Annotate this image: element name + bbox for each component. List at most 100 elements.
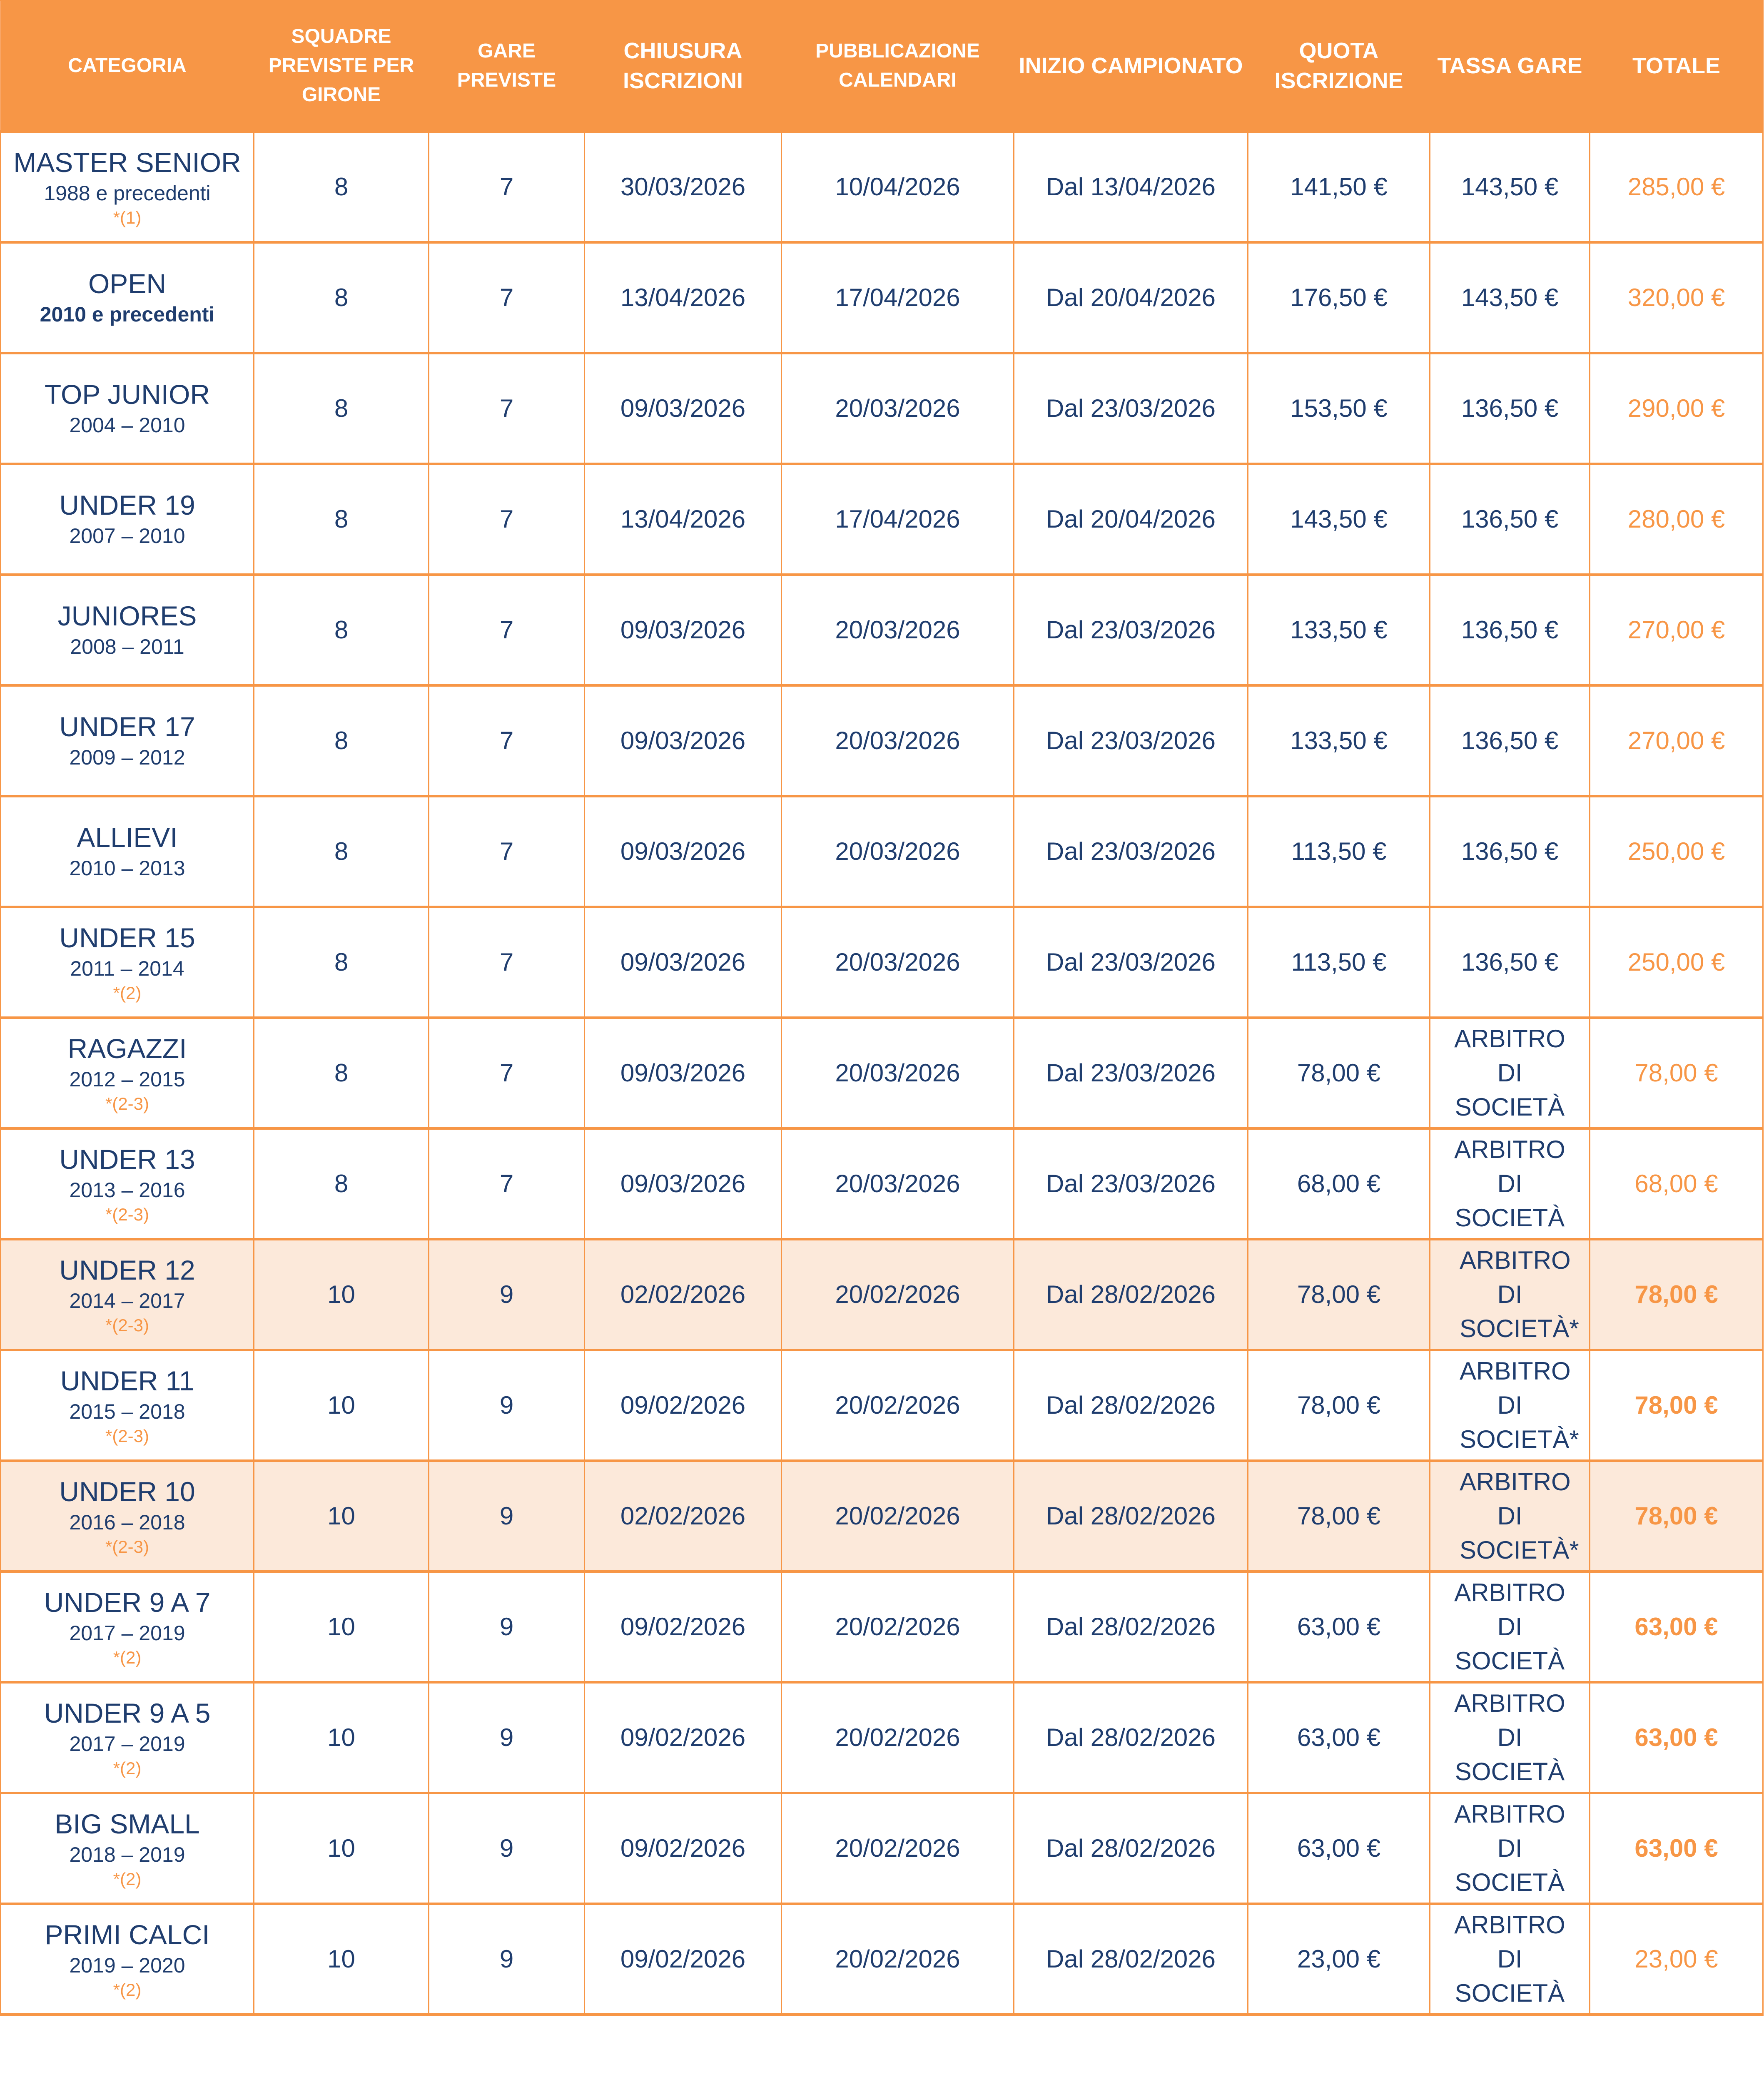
cell-chiusura: 02/02/2026	[584, 1238, 782, 1351]
cell-inizio: Dal 28/02/2026	[1013, 1348, 1248, 1462]
category-name: PRIMI CALCI	[45, 1919, 210, 1950]
cell-chiusura: 02/02/2026	[584, 1459, 782, 1573]
cell-pubblicazione: 20/02/2026	[781, 1902, 1014, 2016]
table-row: UNDER 9 A 7 2017 – 2019 *(2) 10 9 09/02/20…	[0, 1570, 1764, 1684]
cell-categoria: OPEN 2010 e precedenti	[0, 241, 254, 354]
cell-chiusura: 09/03/2026	[584, 351, 782, 465]
cell-tassa: ARBITRO DI SOCIETÀ	[1429, 1570, 1590, 1684]
cell-categoria: UNDER 9 A 7 2017 – 2019 *(2)	[0, 1570, 254, 1684]
cell-chiusura: 30/03/2026	[584, 130, 782, 244]
cell-pubblicazione: 17/04/2026	[781, 241, 1014, 354]
cell-chiusura: 09/03/2026	[584, 1127, 782, 1240]
cell-chiusura: 09/03/2026	[584, 684, 782, 797]
cell-squadre: 8	[253, 1016, 429, 1130]
category-name: TOP JUNIOR	[44, 379, 210, 410]
cell-squadre: 8	[253, 462, 429, 576]
header-categoria: CATEGORIA	[0, 0, 254, 132]
cell-squadre: 10	[253, 1570, 429, 1684]
cell-gare: 7	[428, 241, 585, 354]
cell-tassa: 136,50 €	[1429, 462, 1590, 576]
header-squadre: SQUADRE PREVISTE PER GIRONE	[253, 0, 429, 132]
cell-quota: 133,50 €	[1247, 684, 1430, 797]
cell-pubblicazione: 20/03/2026	[781, 1016, 1014, 1130]
cell-pubblicazione: 20/03/2026	[781, 794, 1014, 908]
cell-tassa: 136,50 €	[1429, 905, 1590, 1019]
cell-categoria: ALLIEVI 2010 – 2013	[0, 794, 254, 908]
cell-chiusura: 09/03/2026	[584, 905, 782, 1019]
cell-totale: 78,00 €	[1589, 1348, 1764, 1462]
cell-totale: 290,00 €	[1589, 351, 1764, 465]
category-years: 2017 – 2019	[69, 1621, 185, 1645]
cell-tassa: 143,50 €	[1429, 241, 1590, 354]
cell-chiusura: 09/02/2026	[584, 1348, 782, 1462]
cell-gare: 7	[428, 794, 585, 908]
category-name: UNDER 9 A 7	[44, 1586, 211, 1618]
cell-pubblicazione: 20/02/2026	[781, 1238, 1014, 1351]
cell-gare: 7	[428, 1127, 585, 1240]
category-years: 1988 e precedenti	[44, 181, 211, 205]
cell-gare: 7	[428, 462, 585, 576]
table-row: TOP JUNIOR 2004 – 2010 8 7 09/03/2026 20/…	[0, 351, 1764, 465]
cell-quota: 78,00 €	[1247, 1238, 1430, 1351]
category-years: 2008 – 2011	[70, 635, 184, 658]
cell-squadre: 10	[253, 1348, 429, 1462]
category-name: UNDER 15	[59, 922, 195, 953]
cell-categoria: RAGAZZI 2012 – 2015 *(2-3)	[0, 1016, 254, 1130]
category-name: UNDER 13	[59, 1143, 195, 1175]
cell-quota: 153,50 €	[1247, 351, 1430, 465]
cell-categoria: PRIMI CALCI 2019 – 2020 *(2)	[0, 1902, 254, 2016]
cell-totale: 320,00 €	[1589, 241, 1764, 354]
cell-squadre: 10	[253, 1791, 429, 1905]
cell-totale: 78,00 €	[1589, 1459, 1764, 1573]
cell-pubblicazione: 20/02/2026	[781, 1459, 1014, 1573]
table-row: MASTER SENIOR 1988 e precedenti *(1) 8 7 3…	[0, 130, 1764, 244]
table-row: PRIMI CALCI 2019 – 2020 *(2) 10 9 09/02/20…	[0, 1902, 1764, 2016]
category-note: *(2)	[113, 1758, 142, 1778]
cell-squadre: 8	[253, 1127, 429, 1240]
cell-inizio: Dal 23/03/2026	[1013, 794, 1248, 908]
category-name: JUNIORES	[57, 600, 197, 631]
category-name: UNDER 12	[59, 1254, 195, 1285]
table-row: JUNIORES 2008 – 2011 8 7 09/03/2026 20/03…	[0, 573, 1764, 687]
cell-squadre: 8	[253, 794, 429, 908]
cell-categoria: UNDER 11 2015 – 2018 *(2-3)	[0, 1348, 254, 1462]
cell-categoria: UNDER 10 2016 – 2018 *(2-3)	[0, 1459, 254, 1573]
cell-inizio: Dal 23/03/2026	[1013, 573, 1248, 687]
cell-pubblicazione: 20/03/2026	[781, 573, 1014, 687]
cell-quota: 63,00 €	[1247, 1791, 1430, 1905]
cell-quota: 63,00 €	[1247, 1570, 1430, 1684]
cell-tassa: 136,50 €	[1429, 794, 1590, 908]
cell-inizio: Dal 23/03/2026	[1013, 351, 1248, 465]
cell-gare: 7	[428, 351, 585, 465]
cell-inizio: Dal 23/03/2026	[1013, 684, 1248, 797]
cell-pubblicazione: 20/02/2026	[781, 1791, 1014, 1905]
cell-categoria: UNDER 12 2014 – 2017 *(2-3)	[0, 1238, 254, 1351]
category-years: 2016 – 2018	[69, 1510, 185, 1534]
cell-gare: 9	[428, 1791, 585, 1905]
cell-chiusura: 09/02/2026	[584, 1681, 782, 1794]
table-row: UNDER 13 2013 – 2016 *(2-3) 8 7 09/03/2026…	[0, 1127, 1764, 1240]
cell-inizio: Dal 28/02/2026	[1013, 1791, 1248, 1905]
category-years: 2011 – 2014	[70, 956, 184, 980]
cell-tassa: ARBITRO DI SOCIETÀ	[1429, 1127, 1590, 1240]
cell-squadre: 8	[253, 905, 429, 1019]
cell-tassa: ARBITRO DI SOCIETÀ	[1429, 1681, 1590, 1794]
category-note: *(2)	[113, 1869, 142, 1889]
cell-squadre: 8	[253, 573, 429, 687]
cell-squadre: 10	[253, 1238, 429, 1351]
cell-quota: 113,50 €	[1247, 905, 1430, 1019]
cell-totale: 63,00 €	[1589, 1681, 1764, 1794]
header-quota: QUOTA ISCRIZIONE	[1247, 0, 1430, 132]
cell-categoria: UNDER 9 A 5 2017 – 2019 *(2)	[0, 1681, 254, 1794]
cell-squadre: 10	[253, 1902, 429, 2016]
cell-chiusura: 09/02/2026	[584, 1791, 782, 1905]
cell-inizio: Dal 20/04/2026	[1013, 241, 1248, 354]
cell-totale: 250,00 €	[1589, 794, 1764, 908]
cell-tassa: ARBITRO DI SOCIETÀ	[1429, 1016, 1590, 1130]
cell-categoria: MASTER SENIOR 1988 e precedenti *(1)	[0, 130, 254, 244]
category-note: *(1)	[113, 207, 142, 227]
table-row: OPEN 2010 e precedenti 8 7 13/04/2026 17/…	[0, 241, 1764, 354]
cell-quota: 113,50 €	[1247, 794, 1430, 908]
category-name: BIG SMALL	[55, 1808, 200, 1839]
table-row: BIG SMALL 2018 – 2019 *(2) 10 9 09/02/2026…	[0, 1791, 1764, 1905]
